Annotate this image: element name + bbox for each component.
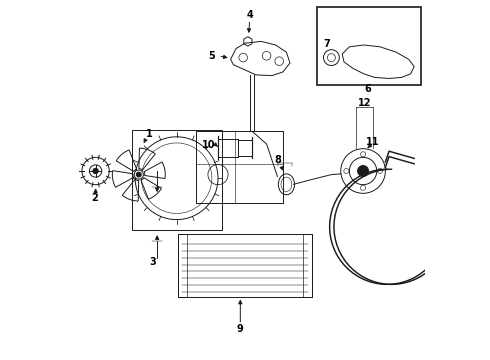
Text: 9: 9 — [237, 324, 244, 334]
Bar — [178, 234, 187, 297]
Text: 2: 2 — [92, 193, 98, 203]
Text: 12: 12 — [358, 98, 371, 108]
Circle shape — [93, 168, 98, 174]
Bar — [196, 131, 283, 203]
Bar — [218, 139, 238, 157]
Text: 10: 10 — [201, 140, 215, 150]
Text: 5: 5 — [209, 51, 215, 61]
Bar — [178, 234, 312, 297]
Bar — [317, 7, 421, 85]
Bar — [303, 234, 312, 297]
Circle shape — [134, 170, 144, 179]
Bar — [132, 130, 221, 230]
Text: 7: 7 — [323, 39, 330, 49]
Text: 4: 4 — [247, 10, 254, 21]
Circle shape — [358, 166, 368, 176]
Text: 1: 1 — [146, 129, 153, 139]
Text: 8: 8 — [275, 155, 282, 165]
Text: 3: 3 — [150, 257, 157, 267]
Text: 6: 6 — [364, 84, 371, 94]
Text: 11: 11 — [366, 137, 380, 147]
Circle shape — [136, 172, 141, 177]
Bar — [238, 140, 252, 156]
